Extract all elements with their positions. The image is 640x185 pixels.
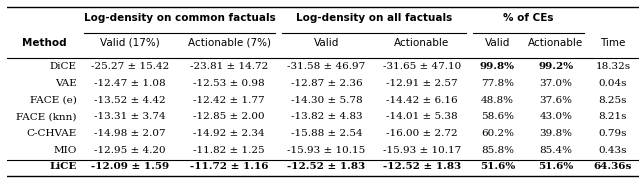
Text: 99.2%: 99.2%	[538, 62, 573, 71]
Text: 58.6%: 58.6%	[481, 112, 514, 121]
Text: 37.6%: 37.6%	[540, 96, 573, 105]
Text: -15.93 ± 10.15: -15.93 ± 10.15	[287, 146, 365, 154]
Text: MIO: MIO	[54, 146, 77, 154]
Text: 48.8%: 48.8%	[481, 96, 514, 105]
Text: -14.98 ± 2.07: -14.98 ± 2.07	[94, 129, 166, 138]
Text: 64.36s: 64.36s	[594, 162, 632, 171]
Text: Log-density on all factuals: Log-density on all factuals	[296, 13, 452, 23]
Text: -25.27 ± 15.42: -25.27 ± 15.42	[91, 62, 169, 71]
Text: -12.52 ± 1.83: -12.52 ± 1.83	[287, 162, 365, 171]
Text: 51.6%: 51.6%	[479, 162, 515, 171]
Text: -11.72 ± 1.16: -11.72 ± 1.16	[190, 162, 268, 171]
Text: -12.53 ± 0.98: -12.53 ± 0.98	[193, 79, 265, 88]
Text: -13.31 ± 3.74: -13.31 ± 3.74	[94, 112, 166, 121]
Text: -12.85 ± 2.00: -12.85 ± 2.00	[193, 112, 265, 121]
Text: 18.32s: 18.32s	[595, 62, 630, 71]
Text: -23.81 ± 14.72: -23.81 ± 14.72	[190, 62, 268, 71]
Text: -14.92 ± 2.34: -14.92 ± 2.34	[193, 129, 265, 138]
Text: -12.42 ± 1.77: -12.42 ± 1.77	[193, 96, 265, 105]
Text: 8.21s: 8.21s	[598, 112, 627, 121]
Text: 0.04s: 0.04s	[598, 79, 627, 88]
Text: 0.79s: 0.79s	[598, 129, 627, 138]
Text: -12.91 ± 2.57: -12.91 ± 2.57	[386, 79, 458, 88]
Text: 37.0%: 37.0%	[540, 79, 573, 88]
Text: 43.0%: 43.0%	[540, 112, 573, 121]
Text: 51.6%: 51.6%	[538, 162, 573, 171]
Text: 77.8%: 77.8%	[481, 79, 514, 88]
Text: DiCE: DiCE	[50, 62, 77, 71]
Text: -14.01 ± 5.38: -14.01 ± 5.38	[386, 112, 458, 121]
Text: C-CHVAE: C-CHVAE	[27, 129, 77, 138]
Text: 85.4%: 85.4%	[540, 146, 573, 154]
Text: 60.2%: 60.2%	[481, 129, 514, 138]
Text: Log-density on common factuals: Log-density on common factuals	[84, 13, 276, 23]
Text: Actionable: Actionable	[529, 38, 584, 48]
Text: 39.8%: 39.8%	[540, 129, 573, 138]
Text: 8.25s: 8.25s	[598, 96, 627, 105]
Text: 0.43s: 0.43s	[598, 146, 627, 154]
Text: Method: Method	[22, 38, 66, 48]
Text: -12.87 ± 2.36: -12.87 ± 2.36	[291, 79, 362, 88]
Text: VAE: VAE	[55, 79, 77, 88]
Text: -12.95 ± 4.20: -12.95 ± 4.20	[94, 146, 166, 154]
Text: Actionable: Actionable	[394, 38, 450, 48]
Text: -11.82 ± 1.25: -11.82 ± 1.25	[193, 146, 265, 154]
Text: Time: Time	[600, 38, 625, 48]
Text: -12.47 ± 1.08: -12.47 ± 1.08	[94, 79, 166, 88]
Text: -15.88 ± 2.54: -15.88 ± 2.54	[291, 129, 362, 138]
Text: Valid: Valid	[484, 38, 510, 48]
Text: Actionable (7%): Actionable (7%)	[188, 38, 271, 48]
Text: FACE (e): FACE (e)	[30, 96, 77, 105]
Text: Valid: Valid	[314, 38, 339, 48]
Text: -14.42 ± 6.16: -14.42 ± 6.16	[386, 96, 458, 105]
Text: -14.30 ± 5.78: -14.30 ± 5.78	[291, 96, 362, 105]
Text: -13.52 ± 4.42: -13.52 ± 4.42	[94, 96, 166, 105]
Text: FACE (knn): FACE (knn)	[17, 112, 77, 121]
Text: % of CEs: % of CEs	[503, 13, 554, 23]
Text: -31.65 ± 47.10: -31.65 ± 47.10	[383, 62, 461, 71]
Text: 99.8%: 99.8%	[480, 62, 515, 71]
Text: -13.82 ± 4.83: -13.82 ± 4.83	[291, 112, 362, 121]
Text: -15.93 ± 10.17: -15.93 ± 10.17	[383, 146, 461, 154]
Text: -12.09 ± 1.59: -12.09 ± 1.59	[91, 162, 169, 171]
Text: -12.52 ± 1.83: -12.52 ± 1.83	[383, 162, 461, 171]
Text: 85.8%: 85.8%	[481, 146, 514, 154]
Text: -16.00 ± 2.72: -16.00 ± 2.72	[386, 129, 458, 138]
Text: LiCE: LiCE	[49, 162, 77, 171]
Text: Valid (17%): Valid (17%)	[100, 38, 160, 48]
Text: -31.58 ± 46.97: -31.58 ± 46.97	[287, 62, 365, 71]
